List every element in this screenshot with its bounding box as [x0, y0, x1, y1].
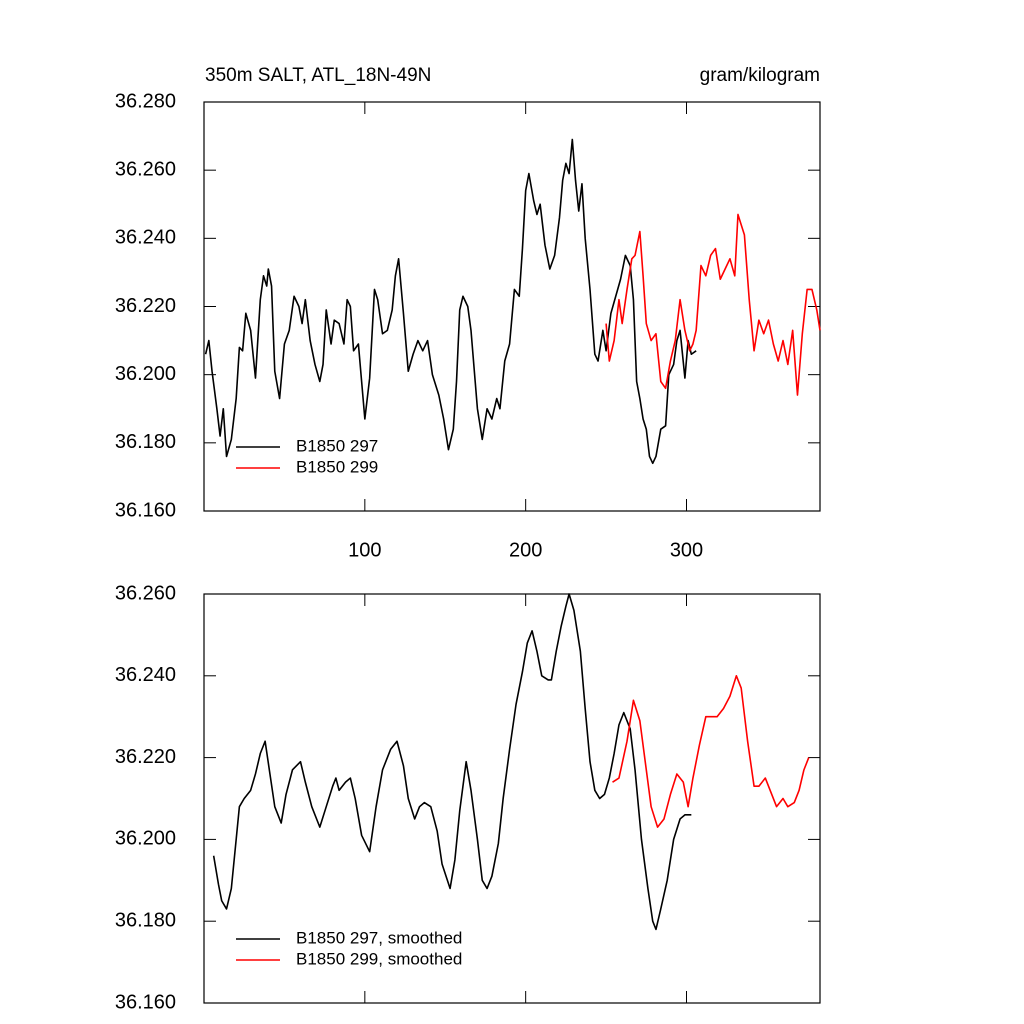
y-tick-label: 36.160 — [115, 499, 176, 521]
y-tick-label: 36.240 — [115, 227, 176, 249]
y-tick-label: 36.260 — [115, 582, 176, 604]
x-tick-label: 200 — [509, 539, 542, 561]
plot-frame — [203, 593, 821, 1004]
chart-title: 350m SALT, ATL_18N-49N — [205, 65, 431, 86]
units-label: gram/kilogram — [700, 65, 820, 86]
y-tick-label: 36.160 — [115, 991, 176, 1013]
series-line — [204, 138, 697, 465]
series-line — [605, 213, 821, 396]
legend-label: B1850 297 — [296, 436, 378, 455]
y-tick-label: 36.180 — [115, 909, 176, 931]
legend-label: B1850 297, smoothed — [296, 928, 462, 947]
legend-label: B1850 299 — [296, 457, 378, 476]
y-tick-label: 36.200 — [115, 363, 176, 385]
y-tick-label: 36.260 — [115, 158, 176, 180]
y-tick-label: 36.280 — [115, 90, 176, 112]
y-tick-label: 36.200 — [115, 828, 176, 850]
y-tick-label: 36.180 — [115, 431, 176, 453]
y-tick-label: 36.220 — [115, 295, 176, 317]
x-tick-label: 100 — [348, 539, 381, 561]
y-tick-label: 36.240 — [115, 664, 176, 686]
y-tick-label: 36.220 — [115, 746, 176, 768]
x-tick-label: 300 — [670, 539, 703, 561]
series-line — [212, 593, 692, 931]
series-line — [612, 675, 810, 828]
legend-label: B1850 299, smoothed — [296, 949, 462, 968]
